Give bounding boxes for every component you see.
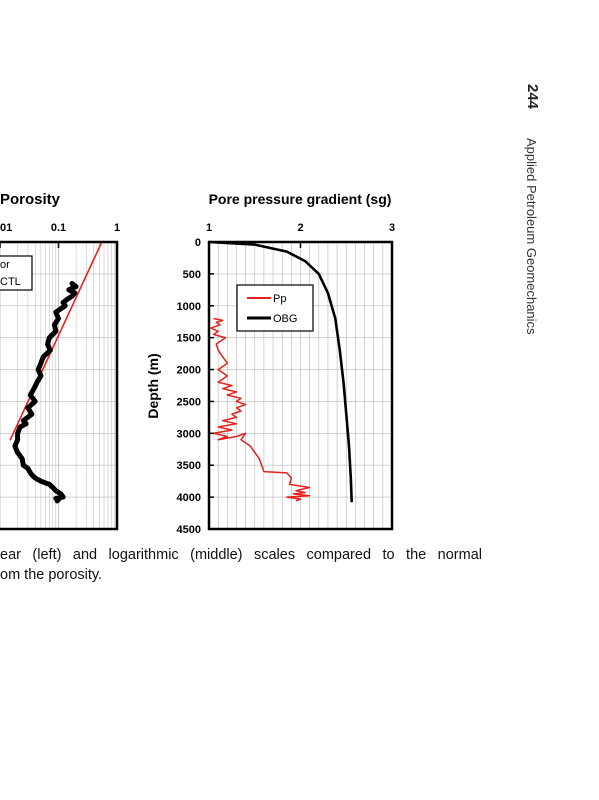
series-line-pp: [210, 317, 311, 502]
series-line-obg: [208, 240, 353, 503]
legend-pp-label: Pp: [273, 293, 286, 305]
depth-axis-label: Depth (m): [145, 353, 161, 418]
y-tick-label: 0: [195, 237, 201, 249]
pore-pressure-legend: Pp OBG: [236, 284, 314, 332]
page-number: 244: [524, 84, 541, 110]
series-line-ctl: [12, 281, 79, 504]
x-tick-label: 01: [0, 222, 12, 234]
porosity-legend-box: [0, 255, 33, 291]
porosity-legend-black-label: CTL: [0, 276, 21, 288]
porosity-plot-frame: [0, 240, 119, 531]
book-title: Applied Petroleum Geomechanics: [524, 138, 539, 335]
x-tick-label: 3: [389, 222, 395, 234]
porosity-legend: or CTL: [0, 255, 33, 291]
caption-line-1: ear (left) and logarithmic (middle) scal…: [0, 547, 482, 563]
y-tick-label: 4000: [177, 492, 201, 504]
legend-obg-label: OBG: [273, 313, 297, 325]
pore-pressure-chart: 1 2 3050010001500200025003000350040004500 …: [145, 191, 395, 536]
x-tick-label: 2: [297, 222, 303, 234]
pore-pressure-series: [208, 240, 353, 503]
porosity-legend-red-label: or: [0, 259, 10, 271]
y-tick-label: 1000: [177, 301, 201, 313]
porosity-x-ticks: 01 0.1 1: [0, 222, 120, 248]
x-tick-label: 1: [206, 222, 212, 234]
y-tick-label: 1500: [177, 333, 201, 345]
y-tick-label: 4500: [177, 524, 201, 536]
pore-pressure-ticks: 1 2 3 0 500 1000 1500 2000 2500 3000 3500 4000 4500: [177, 222, 396, 536]
porosity-chart: 01 0.1 1 Porosity or CTL: [0, 191, 120, 531]
y-tick-label: 2000: [177, 365, 201, 377]
porosity-series: [9, 241, 103, 504]
y-tick-label: 3000: [177, 428, 201, 440]
y-tick-label: 3500: [177, 460, 201, 472]
y-tick-label: 2500: [177, 396, 201, 408]
pore-pressure-legend-box: [236, 284, 314, 332]
x-tick-label: 0.1: [51, 222, 66, 234]
series-line-or: [9, 241, 103, 441]
caption-line-2: om the porosity.: [0, 567, 103, 583]
y-tick-label: 500: [183, 269, 201, 281]
pore-pressure-title: Pore pressure gradient (sg): [209, 191, 392, 207]
x-tick-label: 1: [114, 222, 120, 234]
figure-caption: ear (left) and logarithmic (middle) scal…: [0, 545, 482, 585]
porosity-title: Porosity: [0, 191, 61, 208]
